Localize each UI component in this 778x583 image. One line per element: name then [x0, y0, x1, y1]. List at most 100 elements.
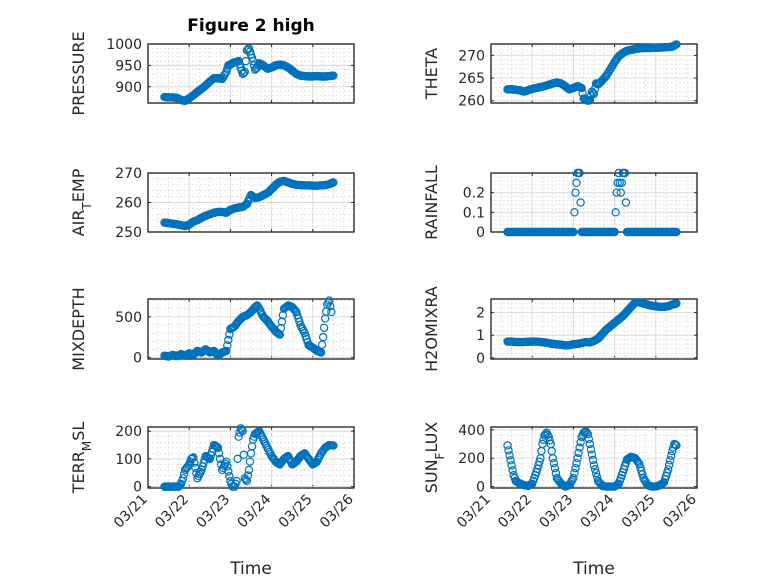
y-tick-label: 100 — [115, 452, 142, 468]
data-point — [178, 474, 188, 483]
data-point — [329, 441, 338, 450]
data-point — [550, 463, 560, 473]
data-point — [213, 443, 223, 452]
data-point — [319, 323, 329, 332]
data-point — [617, 178, 627, 188]
data-point — [245, 457, 255, 466]
y-axis-label: RAINFALL — [422, 165, 441, 240]
axes-box — [490, 426, 698, 489]
data-point — [225, 472, 234, 481]
data-point — [238, 426, 247, 436]
y-tick-label: 0 — [476, 225, 485, 241]
data-point — [277, 317, 287, 326]
data-point — [590, 465, 600, 474]
data-point — [569, 473, 578, 483]
data-point — [638, 470, 647, 479]
data-point — [664, 460, 674, 470]
figure-title: Figure 2 high — [187, 16, 315, 36]
axes-box — [147, 43, 355, 104]
data-point — [241, 475, 251, 484]
y-tick-label: 0.1 — [463, 205, 485, 221]
y-tick-label: 265 — [458, 71, 485, 87]
data-point — [666, 456, 675, 465]
data-point — [232, 476, 241, 486]
data-point — [571, 463, 580, 473]
data-point — [569, 227, 578, 237]
data-point — [238, 69, 247, 79]
x-tick-label: 03/26 — [317, 491, 357, 531]
data-point — [224, 335, 233, 345]
y-tick-label: 0.2 — [463, 186, 485, 202]
data-point — [575, 443, 584, 452]
data-point — [634, 458, 643, 467]
data-point — [224, 467, 233, 476]
data-point — [175, 481, 185, 490]
subplot-top-left: 900 950 1000 PRESSURE — [69, 31, 355, 116]
data-point — [576, 438, 585, 447]
x-tick-label: 03/24 — [578, 491, 618, 531]
data-point — [233, 454, 242, 464]
data-point — [589, 461, 599, 470]
subplot-bottom-left: 03/21 03/22 03/23 03/24 03/25 03/26 0 100 200 TER… — [69, 422, 357, 532]
data-point — [327, 307, 336, 317]
data-point — [616, 188, 625, 197]
data-point — [278, 311, 288, 320]
data-point — [508, 466, 517, 475]
data-point — [672, 227, 681, 237]
data-point — [329, 178, 338, 187]
y-axis-label: AIRTEMP — [69, 168, 94, 236]
y-tick-label: 1000 — [106, 37, 142, 53]
data-point — [291, 306, 300, 315]
data-point — [576, 198, 585, 207]
data-point — [671, 440, 680, 449]
data-point — [570, 208, 579, 217]
x-tick-label: 03/24 — [235, 491, 275, 531]
data-point — [325, 296, 334, 305]
data-point — [612, 188, 621, 197]
data-point — [274, 329, 284, 339]
x-tick-label: 03/25 — [276, 492, 316, 532]
data-point — [244, 465, 254, 475]
subplot-top-right: 260 265 270 THETA — [422, 40, 698, 110]
x-tick-label: 03/22 — [152, 492, 192, 532]
data-point — [237, 425, 246, 434]
y-tick-label: 200 — [115, 424, 142, 440]
data-point — [663, 465, 673, 474]
axes-box — [147, 298, 355, 360]
data-point — [507, 461, 516, 470]
data-point — [588, 88, 598, 97]
data-point — [222, 457, 231, 466]
data-point — [588, 455, 598, 465]
data-point — [579, 428, 588, 437]
y-tick-label: 500 — [115, 310, 142, 326]
axes-box — [490, 298, 698, 360]
data-point — [222, 346, 231, 356]
y-tick-label: 900 — [115, 80, 142, 96]
data-point — [610, 227, 619, 237]
data-point — [545, 436, 554, 445]
x-axis-label-right: Time — [572, 559, 615, 579]
data-point — [221, 69, 230, 78]
data-point — [538, 439, 547, 449]
data-point — [243, 471, 253, 480]
data-point — [672, 40, 681, 49]
x-tick-label: 03/26 — [660, 491, 700, 531]
subplot-second-right: 0 0.1 0.2 RAINFALL — [422, 165, 698, 241]
data-point — [318, 332, 328, 342]
data-point — [223, 341, 232, 350]
data-point — [548, 454, 558, 463]
data-point — [242, 476, 252, 486]
subplot-third-left: 0 500 MIXDEPTH — [69, 287, 355, 371]
y-tick-label: 2 — [476, 306, 485, 322]
data-point — [506, 456, 515, 465]
y-tick-label: 260 — [115, 196, 142, 212]
data-point — [504, 446, 513, 455]
x-axis-label-left: Time — [229, 559, 272, 579]
x-tick-label: 03/22 — [495, 492, 535, 532]
data-point — [179, 469, 189, 479]
axes-box — [147, 426, 355, 489]
y-axis-label: H2OMIXRA — [422, 286, 441, 372]
data-point — [549, 458, 559, 468]
x-tick-label: 03/23 — [193, 492, 233, 532]
